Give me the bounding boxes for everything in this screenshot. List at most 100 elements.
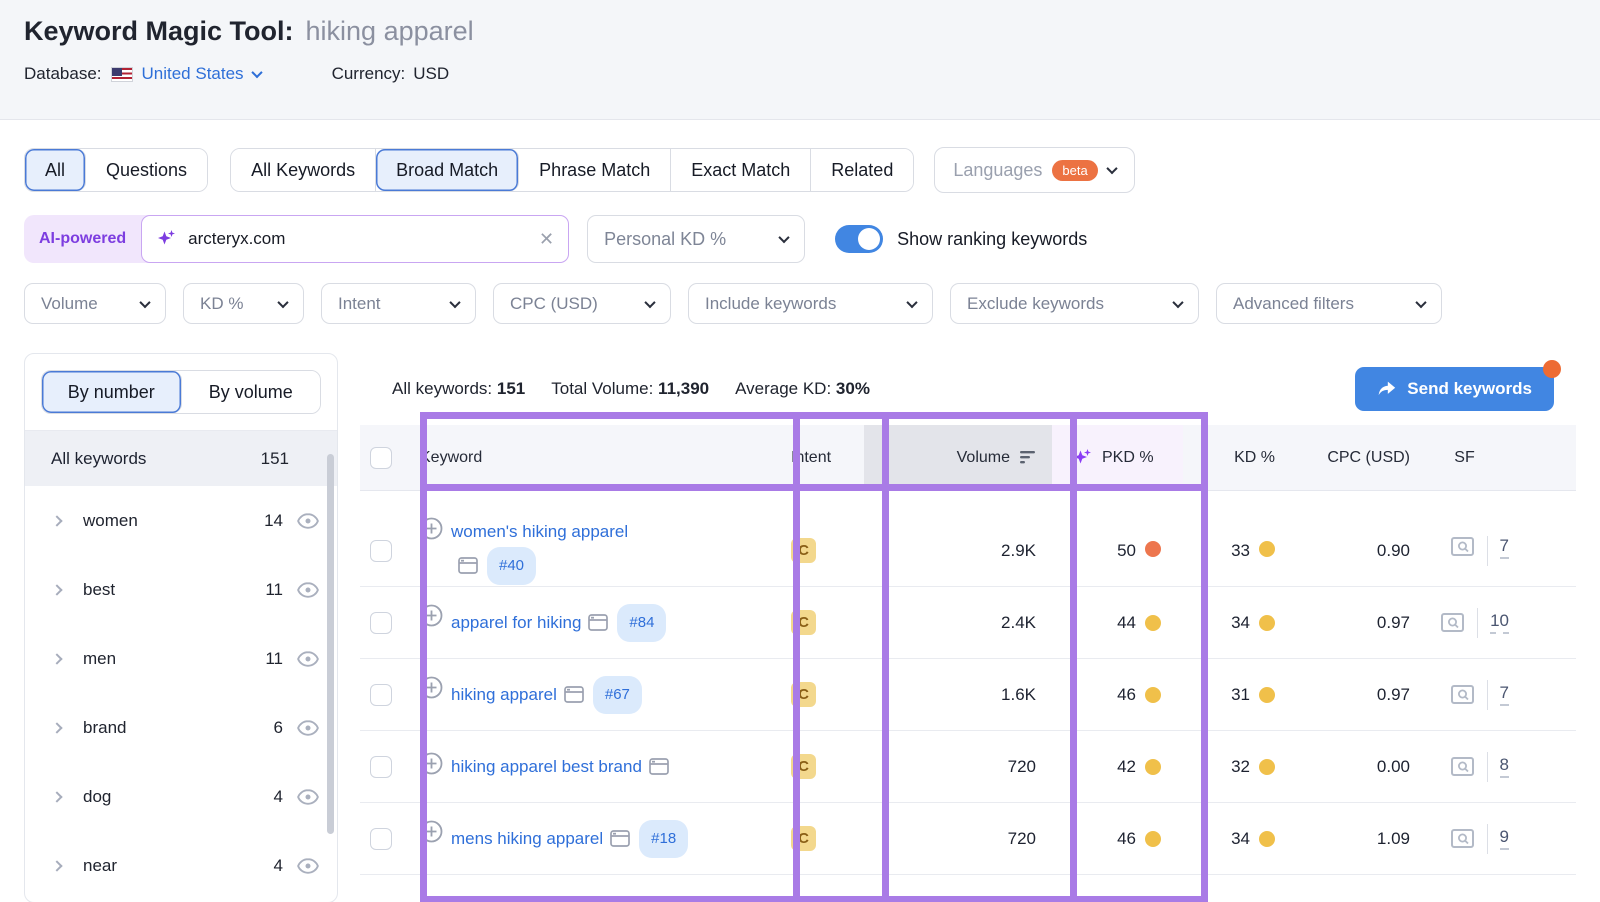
header-keyword[interactable]: Keyword — [420, 448, 483, 466]
row-checkbox[interactable] — [370, 827, 392, 850]
serp-preview-icon[interactable] — [1450, 828, 1475, 849]
sidebar-scrollbar[interactable] — [327, 454, 334, 834]
keyword-link[interactable]: mens hiking apparel — [451, 828, 604, 848]
database-selector[interactable]: United States — [141, 64, 244, 83]
eye-icon[interactable] — [297, 650, 319, 667]
keyword-link[interactable]: hiking apparel — [451, 684, 557, 704]
filter-dropdown[interactable]: CPC (USD) — [493, 283, 671, 324]
add-keyword-icon[interactable] — [420, 676, 443, 699]
chevron-right-icon[interactable] — [51, 514, 63, 527]
ranking-position-badge[interactable]: #84 — [617, 603, 667, 642]
serp-preview-icon[interactable] — [1450, 684, 1475, 705]
ranking-position-badge[interactable]: #18 — [639, 819, 689, 858]
intent-badge[interactable]: C — [791, 538, 816, 563]
filter-dropdown[interactable]: Include keywords — [688, 283, 933, 324]
tab[interactable]: All — [25, 149, 87, 191]
serp-icon[interactable] — [610, 829, 631, 847]
serp-preview-icon[interactable] — [1450, 536, 1475, 557]
languages-dropdown[interactable]: Languages beta — [934, 147, 1135, 193]
sidebar-group-item[interactable]: men 11 — [25, 624, 337, 693]
intent-badge[interactable]: C — [791, 826, 816, 851]
keyword-link[interactable]: apparel for hiking — [451, 612, 582, 632]
all-keywords-total: 151 — [496, 379, 526, 398]
filter-dropdown[interactable]: Exclude keywords — [950, 283, 1199, 324]
chevron-right-icon[interactable] — [51, 583, 63, 596]
row-checkbox[interactable] — [370, 539, 392, 562]
tab[interactable]: Questions — [86, 149, 208, 191]
header-sf[interactable]: SF — [1454, 448, 1475, 466]
serp-icon[interactable] — [649, 757, 669, 775]
sidebar-group-item[interactable]: brand 6 — [25, 693, 337, 762]
sort-tab[interactable]: By number — [42, 371, 182, 413]
tab[interactable]: All Keywords — [231, 149, 377, 191]
serp-preview-icon[interactable] — [1450, 756, 1475, 777]
page-title: Keyword Magic Tool: hiking apparel — [24, 16, 1600, 47]
show-ranking-keywords-toggle[interactable] — [835, 225, 884, 253]
row-checkbox[interactable] — [370, 611, 392, 634]
sort-tab[interactable]: By volume — [181, 371, 320, 413]
chevron-right-icon[interactable] — [51, 859, 63, 872]
tab[interactable]: Exact Match — [671, 149, 812, 191]
pkd-difficulty-dot — [1145, 758, 1161, 775]
header-intent[interactable]: Intent — [791, 448, 832, 466]
pkd-cell: 46 — [1052, 829, 1183, 849]
chevron-right-icon[interactable] — [51, 721, 63, 734]
serp-icon[interactable] — [458, 556, 478, 574]
sf-cell: 8 — [1420, 751, 1535, 782]
tab[interactable]: Broad Match — [376, 149, 520, 191]
eye-icon[interactable] — [297, 719, 319, 736]
sidebar-group-item[interactable]: women 14 — [25, 486, 337, 555]
header-kd[interactable]: KD % — [1234, 448, 1275, 466]
eye-icon[interactable] — [297, 788, 319, 805]
seed-keyword: hiking apparel — [305, 16, 474, 46]
add-keyword-icon[interactable] — [420, 752, 443, 775]
sidebar-group-item[interactable]: best 11 — [25, 555, 337, 624]
filter-dropdown[interactable]: Volume — [24, 283, 166, 324]
filter-dropdown[interactable]: KD % — [183, 283, 304, 324]
header-pkd[interactable]: PKD % — [1052, 425, 1183, 490]
chevron-right-icon[interactable] — [51, 652, 63, 665]
select-all-checkbox[interactable] — [370, 446, 392, 469]
serp-features-count[interactable]: 10 — [1490, 611, 1509, 634]
keyword-link[interactable]: hiking apparel best brand — [451, 756, 642, 776]
serp-features-count[interactable]: 9 — [1499, 827, 1509, 850]
header-volume[interactable]: Volume — [864, 425, 1052, 490]
intent-badge[interactable]: C — [791, 682, 816, 707]
filter-dropdown[interactable]: Intent — [321, 283, 476, 324]
serp-features-count[interactable]: 7 — [1499, 683, 1509, 706]
send-keywords-button[interactable]: Send keywords — [1355, 360, 1561, 411]
header-cpc[interactable]: CPC (USD) — [1327, 448, 1410, 466]
ranking-position-badge[interactable]: #40 — [487, 546, 537, 585]
personal-kd-dropdown[interactable]: Personal KD % — [587, 215, 806, 263]
serp-icon[interactable] — [588, 613, 609, 631]
sidebar-group-item[interactable]: dog 4 — [25, 762, 337, 831]
domain-search-input[interactable]: arcteryx.com ✕ — [141, 215, 570, 263]
row-checkbox[interactable] — [370, 755, 392, 778]
eye-icon[interactable] — [297, 581, 319, 598]
tab[interactable]: Related — [811, 149, 914, 191]
serp-preview-icon[interactable] — [1440, 612, 1465, 633]
sidebar-group-item[interactable]: near 4 — [25, 831, 337, 900]
serp-features-count[interactable]: 7 — [1499, 536, 1509, 559]
ranking-position-badge[interactable]: #67 — [592, 675, 642, 714]
intent-badge[interactable]: C — [791, 610, 816, 635]
chevron-down-icon[interactable] — [250, 66, 263, 79]
keyword-link[interactable]: women's hiking apparel — [451, 521, 629, 541]
serp-icon[interactable] — [564, 685, 584, 703]
intent-badge[interactable]: C — [791, 754, 816, 779]
add-keyword-icon[interactable] — [420, 517, 443, 540]
chevron-down-icon — [778, 231, 790, 244]
keyword-groups-sidebar: By number By volume All keywords 151 wome… — [24, 353, 338, 902]
serp-features-count[interactable]: 8 — [1499, 755, 1509, 778]
chevron-right-icon[interactable] — [51, 790, 63, 803]
clear-input-icon[interactable]: ✕ — [539, 228, 555, 249]
eye-icon[interactable] — [297, 512, 319, 529]
eye-icon[interactable] — [297, 857, 319, 874]
sidebar-item-all-keywords[interactable]: All keywords 151 — [25, 431, 337, 486]
add-keyword-icon[interactable] — [420, 820, 443, 843]
filter-dropdown[interactable]: Advanced filters — [1216, 283, 1442, 324]
row-checkbox[interactable] — [370, 683, 392, 706]
cpc-cell: 0.90 — [1376, 540, 1410, 560]
add-keyword-icon[interactable] — [420, 604, 443, 627]
tab[interactable]: Phrase Match — [519, 149, 672, 191]
